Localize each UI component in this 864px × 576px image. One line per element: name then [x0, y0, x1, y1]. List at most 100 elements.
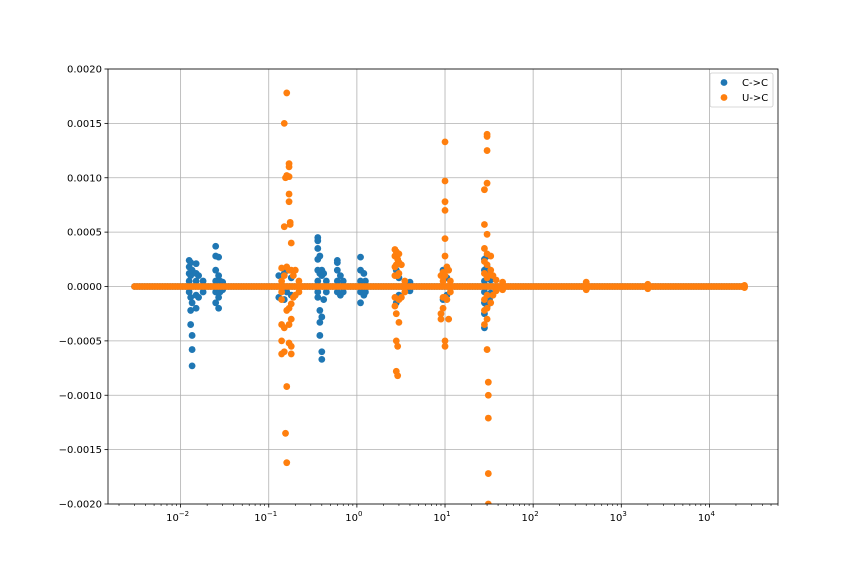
- data-point: [445, 266, 453, 274]
- data-point: [185, 288, 193, 296]
- y-tick-label: −0.0010: [59, 391, 102, 402]
- data-point: [483, 261, 491, 269]
- data-points: [131, 89, 748, 504]
- data-point: [392, 310, 400, 318]
- y-tick-label: 0.0020: [67, 65, 102, 76]
- data-point: [192, 277, 200, 285]
- data-point: [401, 277, 409, 285]
- data-point: [285, 321, 293, 328]
- data-point: [314, 237, 322, 245]
- data-point: [483, 230, 491, 238]
- data-point: [285, 173, 293, 181]
- data-point: [185, 277, 193, 285]
- legend: C->C U->C: [709, 72, 774, 108]
- data-point: [339, 277, 347, 285]
- data-point: [316, 332, 324, 339]
- data-point: [212, 266, 220, 274]
- data-point: [318, 313, 326, 321]
- data-point: [582, 278, 590, 286]
- data-point: [289, 272, 297, 280]
- data-point: [285, 163, 293, 171]
- data-point: [441, 177, 449, 185]
- y-tick-label: −0.0020: [59, 500, 102, 511]
- data-point: [320, 270, 328, 277]
- data-point: [192, 260, 200, 268]
- data-point: [283, 89, 291, 97]
- data-point: [278, 264, 286, 272]
- data-point: [322, 288, 330, 296]
- data-point: [481, 321, 488, 328]
- data-point: [314, 277, 322, 285]
- data-point: [314, 293, 322, 301]
- data-point: [278, 288, 286, 296]
- data-point: [215, 304, 223, 312]
- legend-label: U->C: [742, 93, 768, 104]
- data-point: [280, 223, 288, 231]
- data-point: [215, 293, 223, 301]
- y-tick-label: 0.0015: [67, 119, 102, 130]
- data-point: [280, 272, 288, 280]
- data-point: [333, 277, 341, 285]
- data-point: [199, 277, 207, 285]
- data-point: [199, 288, 207, 296]
- y-tick-label: −0.0005: [59, 336, 102, 347]
- data-point: [446, 288, 454, 296]
- data-point: [395, 318, 403, 326]
- data-point: [445, 315, 453, 323]
- data-point: [188, 299, 196, 307]
- data-point: [320, 296, 328, 303]
- data-point: [484, 414, 492, 422]
- y-tick-label: 0.0005: [67, 228, 102, 239]
- legend-marker: [720, 94, 728, 101]
- legend-label: C->C: [742, 78, 768, 89]
- data-point: [441, 235, 449, 243]
- axis-ticks: 0.0020 0.0015 0.0010 0.0005 0.0000 −0.0005 −0.…: [59, 65, 779, 524]
- data-point: [195, 293, 203, 301]
- data-point: [280, 324, 288, 332]
- data-point: [644, 285, 652, 293]
- data-point: [395, 250, 403, 258]
- x-tick-label: 102: [522, 510, 539, 524]
- x-tick-label: 10−1: [254, 510, 277, 524]
- data-point: [291, 266, 299, 274]
- data-point: [187, 293, 195, 301]
- data-point: [280, 348, 288, 356]
- data-point: [401, 288, 409, 296]
- data-point: [394, 342, 402, 350]
- data-point: [499, 278, 506, 286]
- x-tick-label: 100: [345, 510, 362, 524]
- data-point: [322, 277, 330, 285]
- data-point: [441, 206, 449, 214]
- data-point: [357, 253, 364, 261]
- data-point: [441, 342, 449, 350]
- data-point: [283, 459, 291, 467]
- data-point: [582, 286, 590, 294]
- data-point: [392, 337, 400, 345]
- data-point: [283, 383, 291, 390]
- data-point: [339, 288, 347, 296]
- data-point: [481, 186, 488, 194]
- legend-marker: [720, 79, 728, 86]
- data-point: [287, 239, 295, 247]
- data-point: [187, 259, 195, 266]
- data-point: [278, 277, 286, 285]
- data-point: [278, 337, 286, 345]
- data-point: [483, 346, 491, 353]
- x-tick-label: 104: [698, 510, 716, 524]
- data-point: [483, 291, 491, 299]
- data-point: [287, 315, 295, 323]
- data-point: [362, 288, 369, 296]
- x-tick-label: 103: [610, 510, 627, 524]
- data-point: [391, 302, 399, 310]
- data-point: [437, 310, 445, 318]
- data-point: [212, 299, 220, 307]
- data-point: [314, 288, 322, 296]
- data-point: [188, 362, 196, 370]
- x-tick-label: 101: [433, 510, 450, 524]
- data-point: [215, 272, 223, 280]
- data-point: [441, 198, 449, 206]
- data-point: [314, 245, 322, 252]
- data-point: [483, 133, 491, 140]
- data-point: [484, 272, 492, 280]
- data-point: [483, 179, 491, 187]
